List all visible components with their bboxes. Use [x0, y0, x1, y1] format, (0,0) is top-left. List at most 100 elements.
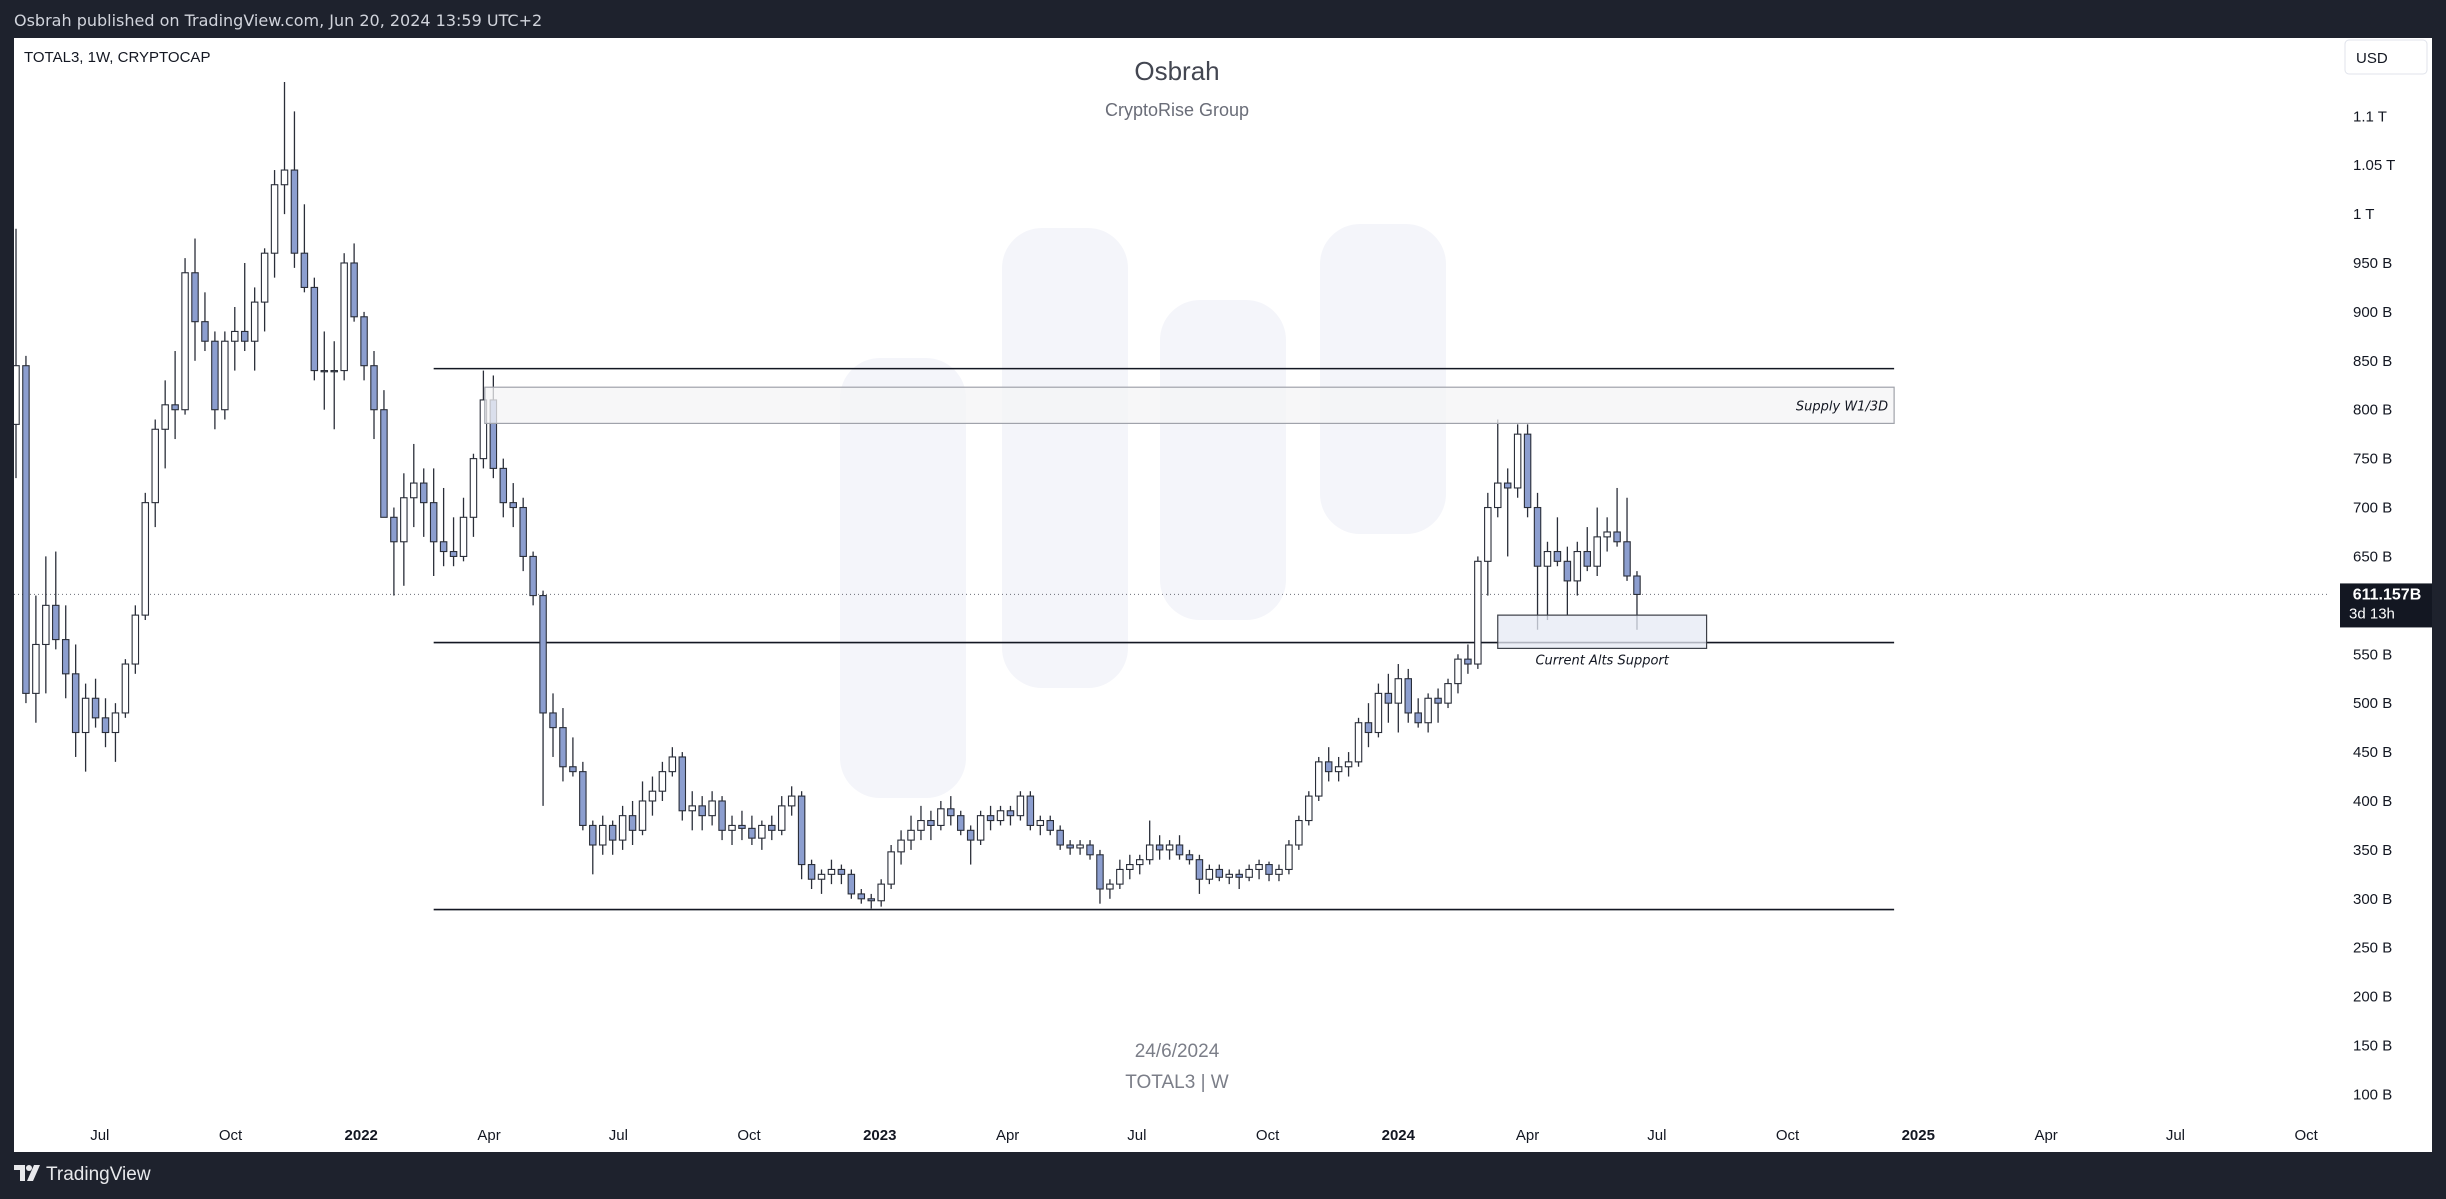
candle[interactable] [1613, 487, 1621, 547]
zone-0[interactable]: Supply W1/3D [484, 386, 1895, 425]
candle[interactable] [191, 238, 199, 361]
candle[interactable] [1255, 859, 1263, 880]
candle[interactable] [688, 791, 696, 831]
candle[interactable] [1116, 859, 1124, 890]
candle[interactable] [439, 487, 448, 567]
tradingview-brand[interactable]: TradingView [46, 1164, 151, 1185]
candle[interactable] [310, 277, 319, 381]
candle[interactable] [1623, 497, 1631, 581]
candle[interactable] [151, 419, 159, 528]
candle[interactable] [32, 595, 40, 723]
candle[interactable] [1245, 864, 1253, 882]
candle[interactable] [1275, 864, 1283, 882]
candle[interactable] [937, 800, 945, 831]
candle[interactable] [768, 815, 776, 841]
candle[interactable] [867, 893, 875, 909]
candle[interactable] [1603, 517, 1611, 552]
candle[interactable] [330, 341, 338, 430]
price-axis[interactable]: 100 B 150 B 200 B 250 B 300 B 350 B 400 B 450 B… [2353, 59, 2395, 1103]
candle[interactable] [1185, 849, 1194, 865]
candle[interactable] [1036, 815, 1045, 836]
candle[interactable] [986, 805, 995, 831]
candle[interactable] [250, 287, 259, 371]
candle[interactable] [1195, 854, 1204, 894]
candle[interactable] [1404, 668, 1413, 723]
candle[interactable] [479, 370, 488, 469]
candle[interactable] [787, 786, 796, 816]
zone-1[interactable]: Current Alts Support [1497, 614, 1708, 668]
candle[interactable] [81, 683, 90, 772]
candle[interactable] [1145, 820, 1154, 865]
candle[interactable] [1205, 864, 1214, 885]
candle[interactable] [1076, 840, 1084, 855]
candle[interactable] [549, 693, 557, 757]
candle[interactable] [1364, 703, 1373, 748]
candle[interactable] [847, 869, 856, 899]
candle[interactable] [608, 820, 617, 855]
candle[interactable] [807, 859, 816, 890]
candle[interactable] [589, 820, 597, 875]
candle[interactable] [1354, 717, 1363, 767]
candle[interactable] [1295, 815, 1303, 850]
candle[interactable] [718, 796, 726, 841]
candle[interactable] [1215, 864, 1224, 882]
candle[interactable] [1096, 849, 1104, 904]
candle[interactable] [52, 551, 60, 650]
candle[interactable] [777, 796, 786, 836]
candle[interactable] [1265, 861, 1273, 882]
chart-area[interactable]: Supply W1/3D Current Alts Support 100 B 15… [14, 38, 2432, 1152]
candle[interactable] [111, 703, 120, 762]
candle[interactable] [539, 590, 547, 806]
candle[interactable] [817, 869, 826, 894]
candle[interactable] [499, 458, 508, 518]
candle[interactable] [728, 815, 736, 845]
candle[interactable] [857, 889, 866, 904]
candle[interactable] [1334, 756, 1343, 782]
candle[interactable] [509, 483, 517, 528]
candle[interactable] [618, 805, 627, 850]
candle[interactable] [579, 761, 587, 831]
candle[interactable] [1026, 791, 1035, 831]
candle[interactable] [1106, 879, 1114, 899]
candle[interactable] [429, 468, 438, 576]
candle[interactable] [1126, 854, 1134, 880]
candle[interactable] [797, 791, 806, 880]
candle[interactable] [380, 390, 388, 518]
candle[interactable] [419, 468, 428, 537]
candle[interactable] [400, 473, 408, 586]
candle[interactable] [1155, 835, 1164, 860]
candle[interactable] [1543, 541, 1552, 621]
candle[interactable] [469, 453, 478, 537]
candle[interactable] [360, 311, 368, 381]
candle[interactable] [340, 253, 348, 381]
candle[interactable] [1305, 791, 1313, 826]
candle[interactable] [1314, 756, 1323, 801]
candle[interactable] [1424, 693, 1432, 733]
candle[interactable] [1414, 698, 1422, 728]
candle[interactable] [897, 830, 905, 865]
candle[interactable] [698, 796, 706, 831]
candle[interactable] [280, 82, 289, 215]
candle[interactable] [14, 228, 20, 479]
candle[interactable] [1175, 835, 1184, 860]
candle[interactable] [350, 243, 358, 322]
candle[interactable] [1056, 825, 1064, 850]
candle[interactable] [1454, 654, 1462, 694]
candle[interactable] [1434, 688, 1442, 723]
candle[interactable] [171, 351, 179, 440]
candle[interactable] [1374, 683, 1383, 738]
candle[interactable] [61, 605, 70, 699]
candle[interactable] [738, 810, 746, 841]
candle[interactable] [748, 815, 756, 845]
candle[interactable] [1016, 791, 1025, 821]
candle[interactable] [320, 331, 329, 410]
candle[interactable] [1503, 468, 1512, 557]
candle[interactable] [121, 659, 130, 718]
candle[interactable] [1474, 556, 1482, 669]
candle[interactable] [569, 737, 577, 777]
candle[interactable] [42, 556, 50, 694]
candle[interactable] [947, 796, 955, 826]
candle[interactable] [827, 859, 836, 885]
candle[interactable] [300, 204, 309, 293]
candle[interactable] [71, 644, 80, 757]
